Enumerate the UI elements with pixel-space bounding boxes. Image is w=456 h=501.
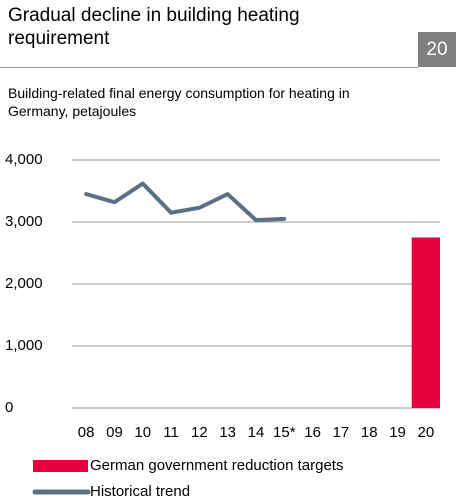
x-tick-label: 18 <box>361 424 378 441</box>
x-tick-label: 13 <box>219 424 236 441</box>
x-tick-label: 20 <box>418 424 435 441</box>
x-tick-label: 16 <box>304 424 321 441</box>
chart-subtitle: Building-related final energy consumptio… <box>8 85 350 119</box>
legend-label: Historical trend <box>90 483 190 500</box>
x-tick-label: 10 <box>134 424 151 441</box>
y-tick-label: 2,000 <box>5 275 43 292</box>
x-tick-label: 08 <box>78 424 95 441</box>
y-tick-label: 4,000 <box>5 151 43 168</box>
y-tick-label: 0 <box>5 399 13 416</box>
chart-title: Gradual decline in building heating requ… <box>8 5 300 49</box>
x-tick-label: 17 <box>333 424 350 441</box>
legend-swatch <box>33 460 88 472</box>
x-tick-label: 14 <box>248 424 265 441</box>
title-rule <box>0 67 418 68</box>
x-tick-label: 12 <box>191 424 208 441</box>
line-series <box>84 181 287 223</box>
y-tick-label: 3,000 <box>5 213 43 230</box>
x-tick-label: 11 <box>163 424 179 441</box>
y-tick-label: 1,000 <box>5 337 43 354</box>
x-tick-label: 15* <box>273 424 296 441</box>
bar <box>411 237 440 408</box>
legend-label: German government reduction targets <box>90 457 343 474</box>
page-number: 20 <box>418 32 456 67</box>
x-tick-label: 09 <box>106 424 123 441</box>
x-tick-label: 19 <box>389 424 406 441</box>
